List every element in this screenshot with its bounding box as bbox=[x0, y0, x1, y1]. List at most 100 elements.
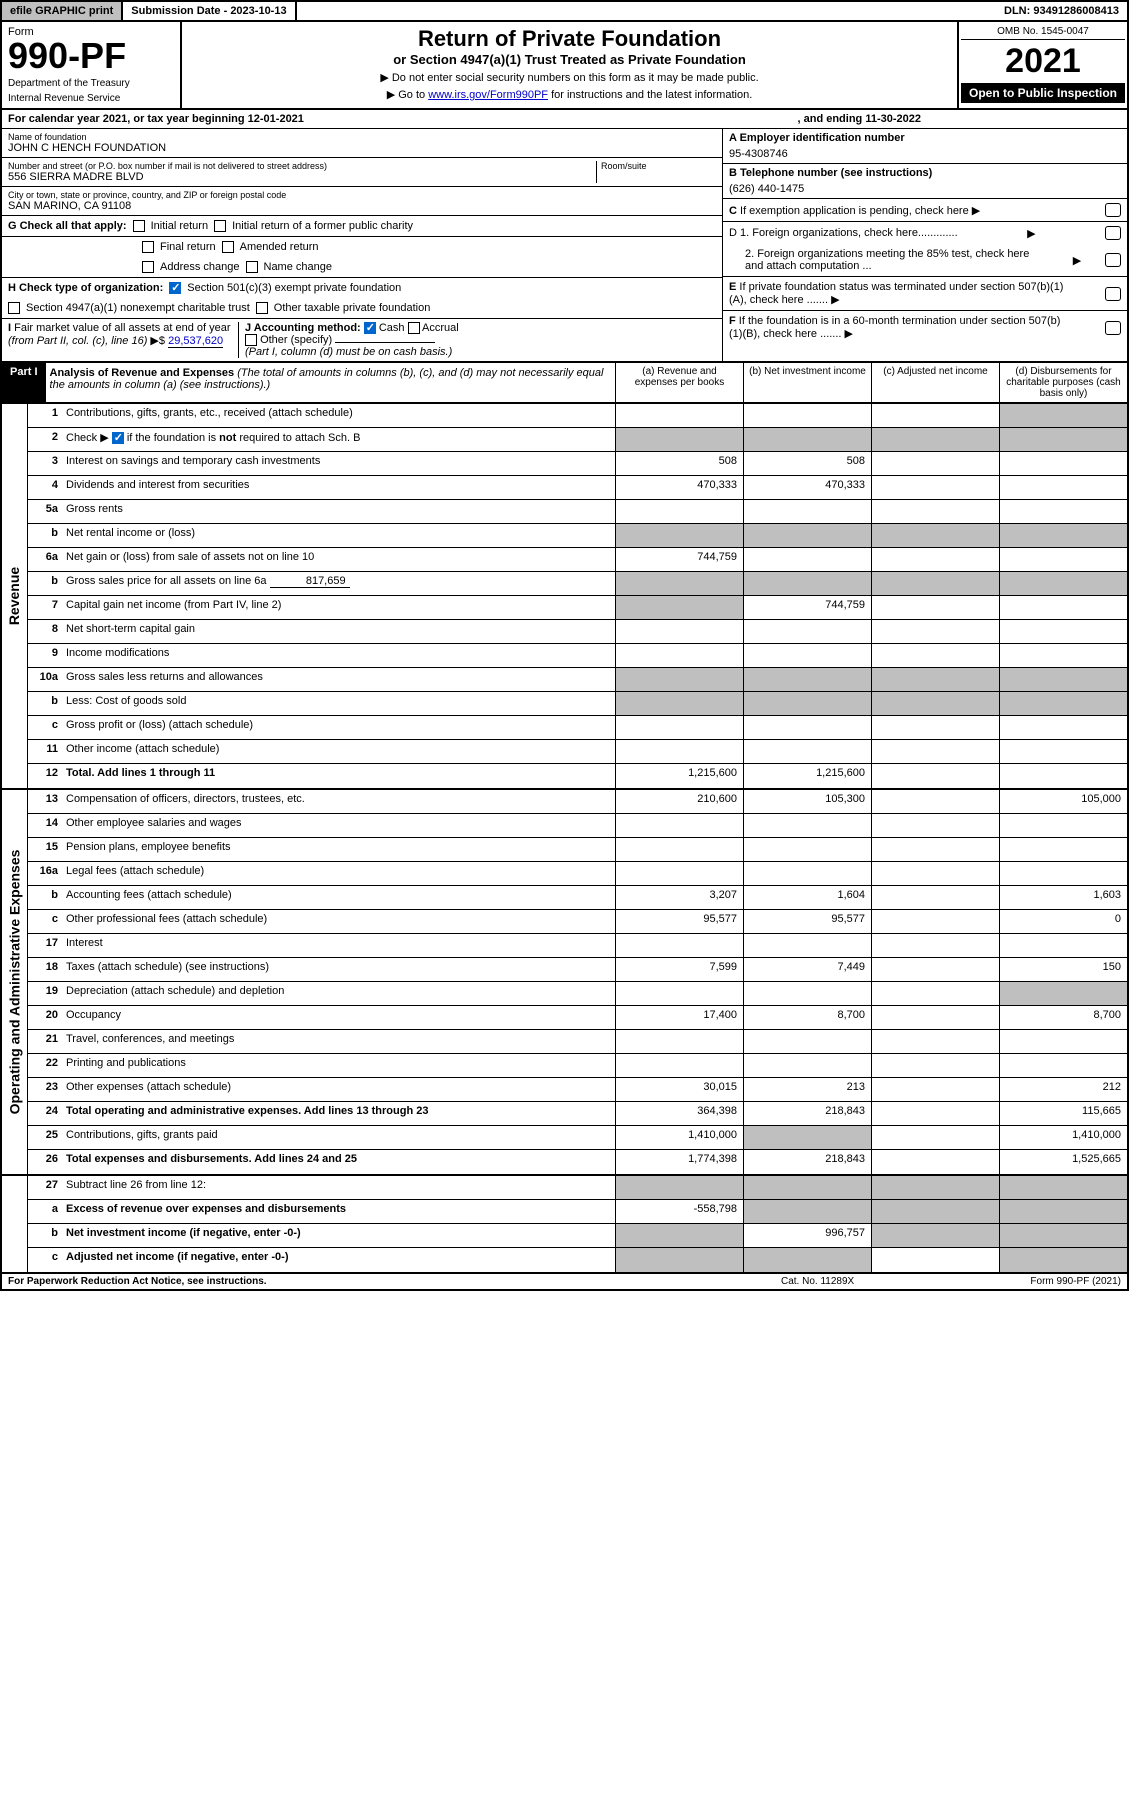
table-row: 18Taxes (attach schedule) (see instructi… bbox=[28, 958, 1127, 982]
table-row: 9Income modifications bbox=[28, 644, 1127, 668]
table-row: 16aLegal fees (attach schedule) bbox=[28, 862, 1127, 886]
table-row: 11Other income (attach schedule) bbox=[28, 740, 1127, 764]
e-checkbox[interactable] bbox=[1105, 287, 1121, 301]
name-change-checkbox[interactable] bbox=[246, 261, 258, 273]
table-row: bNet investment income (if negative, ent… bbox=[28, 1224, 1127, 1248]
col-d-head: (d) Disbursements for charitable purpose… bbox=[999, 363, 1127, 402]
table-row: bGross sales price for all assets on lin… bbox=[28, 572, 1127, 596]
submission-date: Submission Date - 2023-10-13 bbox=[123, 2, 296, 20]
expense-table: Operating and Administrative Expenses 13… bbox=[0, 790, 1129, 1176]
dln: DLN: 93491286008413 bbox=[996, 2, 1127, 20]
table-row: 15Pension plans, employee benefits bbox=[28, 838, 1127, 862]
table-row: 21Travel, conferences, and meetings bbox=[28, 1030, 1127, 1054]
501c3-checkbox[interactable] bbox=[169, 282, 181, 294]
table-row: cAdjusted net income (if negative, enter… bbox=[28, 1248, 1127, 1272]
phone-value: (626) 440-1475 bbox=[729, 179, 1121, 195]
cash-checkbox[interactable] bbox=[364, 322, 376, 334]
irs-link[interactable]: www.irs.gov/Form990PF bbox=[428, 89, 548, 101]
name-label: Name of foundation bbox=[8, 132, 716, 142]
4947-checkbox[interactable] bbox=[8, 302, 20, 314]
instruction-2: ▶ Go to www.irs.gov/Form990PF for instru… bbox=[188, 88, 951, 101]
table-row: 22Printing and publications bbox=[28, 1054, 1127, 1078]
table-row: 6aNet gain or (loss) from sale of assets… bbox=[28, 548, 1127, 572]
sch-b-checkbox[interactable] bbox=[112, 432, 124, 444]
calendar-year-row: For calendar year 2021, or tax year begi… bbox=[0, 110, 1129, 129]
table-row: aExcess of revenue over expenses and dis… bbox=[28, 1200, 1127, 1224]
f-checkbox[interactable] bbox=[1105, 321, 1121, 335]
col-c-head: (c) Adjusted net income bbox=[871, 363, 999, 402]
e-label: If private foundation status was termina… bbox=[729, 281, 1063, 306]
form-header: Form 990-PF Department of the Treasury I… bbox=[0, 22, 1129, 110]
table-row: 20Occupancy17,4008,7008,700 bbox=[28, 1006, 1127, 1030]
phone-label: B Telephone number (see instructions) bbox=[729, 167, 1121, 179]
table-row: 14Other employee salaries and wages bbox=[28, 814, 1127, 838]
cat-no: Cat. No. 11289X bbox=[781, 1276, 941, 1287]
other-taxable-checkbox[interactable] bbox=[256, 302, 268, 314]
address-change-checkbox[interactable] bbox=[142, 261, 154, 273]
form-title: Return of Private Foundation bbox=[188, 26, 951, 52]
initial-former-checkbox[interactable] bbox=[214, 220, 226, 232]
j-note: (Part I, column (d) must be on cash basi… bbox=[245, 346, 452, 358]
table-row: 8Net short-term capital gain bbox=[28, 620, 1127, 644]
table-row: 24Total operating and administrative exp… bbox=[28, 1102, 1127, 1126]
table-row: 13Compensation of officers, directors, t… bbox=[28, 790, 1127, 814]
initial-return-checkbox[interactable] bbox=[133, 220, 145, 232]
part1-title: Analysis of Revenue and Expenses bbox=[50, 367, 235, 379]
form-subtitle: or Section 4947(a)(1) Trust Treated as P… bbox=[188, 52, 951, 67]
fmv-value: 29,537,620 bbox=[168, 335, 223, 348]
amended-return-checkbox[interactable] bbox=[222, 241, 234, 253]
other-method-checkbox[interactable] bbox=[245, 334, 257, 346]
instruction-1: ▶ Do not enter social security numbers o… bbox=[188, 71, 951, 84]
c-label: If exemption application is pending, che… bbox=[740, 205, 969, 217]
table-row: cOther professional fees (attach schedul… bbox=[28, 910, 1127, 934]
revenue-side-label: Revenue bbox=[7, 567, 23, 625]
omb-number: OMB No. 1545-0047 bbox=[961, 24, 1125, 40]
entity-info: Name of foundation JOHN C HENCH FOUNDATI… bbox=[0, 129, 1129, 363]
table-row: bAccounting fees (attach schedule)3,2071… bbox=[28, 886, 1127, 910]
efile-print-button[interactable]: efile GRAPHIC print bbox=[2, 2, 123, 20]
address: 556 SIERRA MADRE BLVD bbox=[8, 171, 596, 183]
table-row: 27Subtract line 26 from line 12: bbox=[28, 1176, 1127, 1200]
paperwork-notice: For Paperwork Reduction Act Notice, see … bbox=[8, 1276, 781, 1287]
expense-side-label: Operating and Administrative Expenses bbox=[7, 850, 23, 1115]
irs-label: Internal Revenue Service bbox=[8, 93, 174, 104]
city-state-zip: SAN MARINO, CA 91108 bbox=[8, 200, 716, 212]
table-row: 23Other expenses (attach schedule)30,015… bbox=[28, 1078, 1127, 1102]
table-row: 4Dividends and interest from securities4… bbox=[28, 476, 1127, 500]
section-g: G Check all that apply: Initial return I… bbox=[2, 216, 722, 237]
part1-header-row: Part I Analysis of Revenue and Expenses … bbox=[0, 363, 1129, 404]
ein-value: 95-4308746 bbox=[729, 144, 1121, 160]
table-row: 3Interest on savings and temporary cash … bbox=[28, 452, 1127, 476]
city-label: City or town, state or province, country… bbox=[8, 190, 716, 200]
foundation-name: JOHN C HENCH FOUNDATION bbox=[8, 142, 716, 154]
table-row: bNet rental income or (loss) bbox=[28, 524, 1127, 548]
f-label: If the foundation is in a 60-month termi… bbox=[729, 315, 1060, 340]
table-row: 17Interest bbox=[28, 934, 1127, 958]
bottom-table: 27Subtract line 26 from line 12:aExcess … bbox=[0, 1176, 1129, 1274]
final-return-checkbox[interactable] bbox=[142, 241, 154, 253]
accrual-checkbox[interactable] bbox=[408, 322, 420, 334]
col-b-head: (b) Net investment income bbox=[743, 363, 871, 402]
tax-year: 2021 bbox=[961, 40, 1125, 83]
d2-label: 2. Foreign organizations meeting the 85%… bbox=[729, 248, 1049, 272]
table-row: 7Capital gain net income (from Part IV, … bbox=[28, 596, 1127, 620]
c-checkbox[interactable] bbox=[1105, 203, 1121, 217]
room-label: Room/suite bbox=[601, 161, 716, 171]
addr-label: Number and street (or P.O. box number if… bbox=[8, 161, 596, 171]
top-bar: efile GRAPHIC print Submission Date - 20… bbox=[0, 0, 1129, 22]
col-a-head: (a) Revenue and expenses per books bbox=[615, 363, 743, 402]
dept-treasury: Department of the Treasury bbox=[8, 78, 174, 89]
revenue-table: Revenue 1Contributions, gifts, grants, e… bbox=[0, 404, 1129, 790]
part1-label: Part I bbox=[2, 363, 46, 402]
d2-checkbox[interactable] bbox=[1105, 253, 1121, 267]
table-row: 19Depreciation (attach schedule) and dep… bbox=[28, 982, 1127, 1006]
page-footer: For Paperwork Reduction Act Notice, see … bbox=[0, 1274, 1129, 1291]
d1-checkbox[interactable] bbox=[1105, 226, 1121, 240]
form-number: 990-PF bbox=[8, 38, 174, 74]
table-row: cGross profit or (loss) (attach schedule… bbox=[28, 716, 1127, 740]
open-public-badge: Open to Public Inspection bbox=[961, 83, 1125, 103]
table-row: 10aGross sales less returns and allowanc… bbox=[28, 668, 1127, 692]
d1-label: D 1. Foreign organizations, check here..… bbox=[729, 227, 958, 239]
ein-label: A Employer identification number bbox=[729, 132, 1121, 144]
table-row: 26Total expenses and disbursements. Add … bbox=[28, 1150, 1127, 1174]
